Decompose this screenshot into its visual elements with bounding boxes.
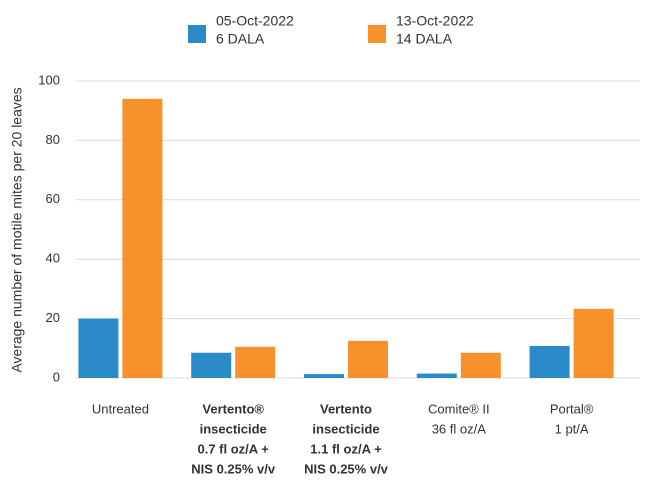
x-tick-label: insecticide [312, 421, 379, 436]
y-tick-label: 80 [46, 132, 60, 147]
bar [460, 352, 501, 378]
x-tick-label: Vertento [320, 401, 372, 416]
legend-label: 14 DALA [396, 31, 453, 47]
bar [416, 373, 457, 378]
bar [529, 345, 570, 378]
bar [573, 308, 614, 378]
x-tick-label: 0.7 fl oz/A + [197, 441, 269, 456]
x-tick-label: 1.1 fl oz/A + [310, 441, 382, 456]
x-tick-label: 1 pt/A [555, 421, 589, 436]
bar [78, 318, 119, 378]
x-tick-label: NIS 0.25% v/v [304, 461, 389, 476]
bar [348, 340, 388, 378]
legend-label: 13-Oct-2022 [396, 13, 474, 29]
x-tick-label: NIS 0.25% v/v [191, 461, 276, 476]
legend-swatch [188, 25, 206, 43]
x-tick-label: 36 fl oz/A [432, 421, 487, 436]
legend-label: 05-Oct-2022 [216, 13, 294, 29]
bar [304, 374, 344, 378]
x-tick-label: insecticide [200, 421, 267, 436]
y-tick-label: 0 [53, 369, 60, 384]
legend-swatch [368, 25, 386, 43]
x-tick-label: Vertento® [202, 401, 264, 416]
y-tick-label: 20 [46, 310, 60, 325]
x-tick-label: Comite® II [428, 401, 490, 416]
y-tick-label: 40 [46, 251, 60, 266]
y-tick-label: 60 [46, 191, 60, 206]
x-tick-label: Portal® [550, 401, 594, 416]
y-tick-label: 100 [38, 72, 60, 87]
y-axis-label: Average number of motile mites per 20 le… [9, 87, 25, 372]
bar [122, 98, 163, 378]
legend-label: 6 DALA [216, 31, 265, 47]
bar [235, 346, 276, 378]
bar [191, 352, 232, 378]
x-tick-label: Untreated [92, 401, 149, 416]
